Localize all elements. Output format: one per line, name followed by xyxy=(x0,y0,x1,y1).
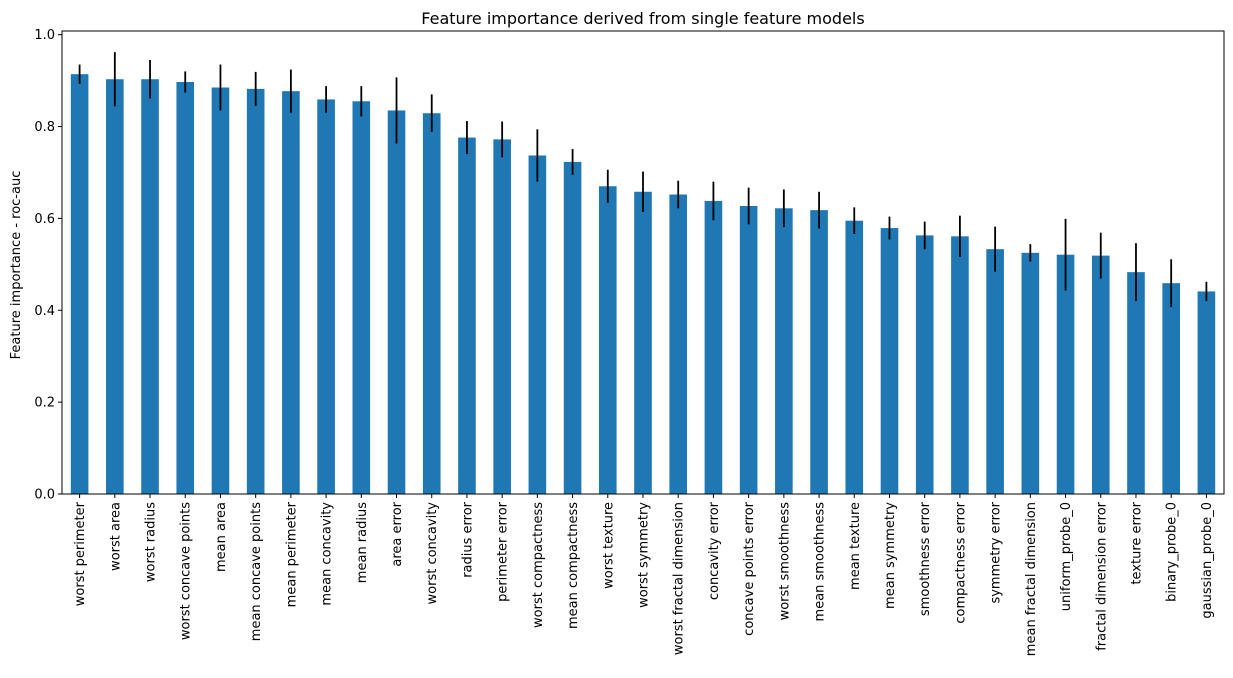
bar-3 xyxy=(176,81,195,495)
bar-32 xyxy=(1197,291,1216,494)
y-tick-label-3: 0.6 xyxy=(34,212,55,227)
x-tick-label-1: worst area xyxy=(108,502,123,571)
x-tick-label-11: radius error xyxy=(460,501,475,577)
x-tick-label-25: compactness error xyxy=(953,501,968,623)
bar-8 xyxy=(352,101,371,494)
bar-16 xyxy=(634,191,652,494)
x-tick-label-9: area error xyxy=(390,501,405,566)
x-tick-label-20: worst smoothness xyxy=(777,502,792,621)
bar-27 xyxy=(1021,252,1040,494)
y-tick-label-2: 0.4 xyxy=(34,304,55,319)
bar-23 xyxy=(880,228,899,495)
x-tick-label-4: mean area xyxy=(214,502,229,572)
bar-1 xyxy=(106,79,124,494)
bar-18 xyxy=(704,200,723,494)
x-tick-label-2: worst radius xyxy=(144,502,159,582)
bar-24 xyxy=(915,235,934,494)
bar-21 xyxy=(810,210,828,494)
x-tick-label-14: mean compactness xyxy=(566,502,581,629)
y-tick-label-5: 1.0 xyxy=(34,28,55,43)
bar-9 xyxy=(387,110,406,495)
bar-5 xyxy=(246,88,265,495)
x-tick-label-13: worst compactness xyxy=(531,502,546,628)
bar-19 xyxy=(739,206,758,494)
x-tick-label-6: mean perimeter xyxy=(284,501,299,607)
x-tick-label-26: symmetry error xyxy=(989,501,1004,603)
x-tick-label-24: smoothness error xyxy=(918,501,933,616)
x-tick-label-15: worst texture xyxy=(601,502,616,589)
bar-15 xyxy=(598,186,617,494)
bar-11 xyxy=(458,137,476,494)
x-tick-label-19: concave points error xyxy=(742,501,757,635)
x-tick-label-18: concavity error xyxy=(707,501,722,600)
bar-6 xyxy=(282,91,300,495)
bar-17 xyxy=(669,194,688,494)
plot-area: 0.0 0.2 0.4 0.6 0.8 1.0 worst perimeter worst a… xyxy=(34,28,1225,656)
x-tick-label-3: worst concave points xyxy=(179,502,194,640)
bar-12 xyxy=(493,139,511,494)
bar-31 xyxy=(1162,283,1180,494)
y-axis-label: Feature importance - roc-auc xyxy=(9,171,24,360)
x-tick-label-22: mean texture xyxy=(848,502,863,590)
x-tick-label-5: mean concave points xyxy=(249,502,264,641)
bar-25 xyxy=(951,236,969,494)
x-tick-label-0: worst perimeter xyxy=(73,501,88,606)
bar-0 xyxy=(70,74,89,495)
bar-10 xyxy=(422,113,441,494)
x-tick-label-30: texture error xyxy=(1129,501,1144,584)
bar-13 xyxy=(528,155,547,495)
x-tick-label-7: mean concavity xyxy=(320,502,335,606)
bar-20 xyxy=(775,208,793,495)
y-tick-label-0: 0.0 xyxy=(34,488,55,503)
x-tick-label-31: binary_probe_0 xyxy=(1165,502,1180,602)
x-tick-label-17: worst fractal dimension xyxy=(672,502,687,655)
bar-2 xyxy=(141,79,159,494)
bar-28 xyxy=(1056,254,1075,494)
x-tick-label-8: mean radius xyxy=(355,502,370,583)
x-tick-label-27: mean fractal dimension xyxy=(1024,502,1039,656)
bar-22 xyxy=(845,220,864,494)
bar-14 xyxy=(563,161,582,494)
bar-26 xyxy=(986,249,1004,494)
x-tick-label-23: mean symmetry xyxy=(883,502,898,609)
x-tick-label-16: worst symmetry xyxy=(637,502,652,608)
chart-title: Feature importance derived from single f… xyxy=(421,9,864,28)
bar-7 xyxy=(317,99,335,494)
x-tick-label-21: mean smoothness xyxy=(813,502,828,622)
bar-29 xyxy=(1091,255,1110,494)
bar-30 xyxy=(1127,272,1145,494)
x-tick-label-12: perimeter error xyxy=(496,501,511,602)
x-tick-label-29: fractal dimension error xyxy=(1094,501,1109,650)
x-tick-label-10: worst concavity xyxy=(425,502,440,605)
y-tick-label-1: 0.2 xyxy=(34,396,55,411)
x-tick-label-32: gaussian_probe_0 xyxy=(1200,502,1215,619)
y-tick-label-4: 0.8 xyxy=(34,120,55,135)
bar-4 xyxy=(211,87,230,494)
x-tick-label-28: uniform_probe_0 xyxy=(1059,502,1074,611)
